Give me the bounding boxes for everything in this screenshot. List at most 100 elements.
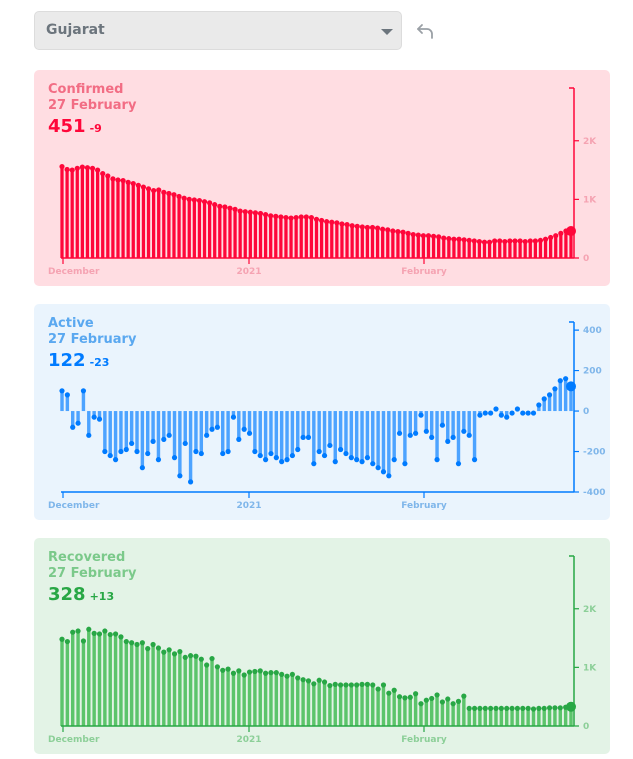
active-point xyxy=(102,448,108,455)
recovered-point xyxy=(391,687,397,693)
confirmed-x-tick-label: 2021 xyxy=(236,267,261,277)
confirmed-bar xyxy=(258,213,263,258)
recovered-bar xyxy=(306,680,311,726)
recovered-bar xyxy=(124,641,129,726)
confirmed-bar xyxy=(85,167,90,258)
confirmed-bar xyxy=(452,239,456,258)
active-point xyxy=(343,450,349,457)
active-bar xyxy=(103,411,107,452)
active-point xyxy=(429,434,435,440)
confirmed-point xyxy=(471,238,477,244)
confirmed-point xyxy=(359,224,365,230)
confirmed-bar xyxy=(314,219,319,258)
confirmed-bar xyxy=(319,220,324,258)
active-bar xyxy=(381,411,386,472)
active-bar xyxy=(317,411,321,452)
confirmed-point xyxy=(166,190,172,197)
confirmed-bar xyxy=(289,218,293,258)
active-point xyxy=(166,432,172,438)
state-select[interactable]: Gujarat xyxy=(34,11,402,50)
recovered-bar xyxy=(188,655,193,726)
confirmed-bar xyxy=(151,190,156,258)
recovered-bar xyxy=(178,651,182,726)
confirmed-point xyxy=(318,217,325,224)
confirmed-bar xyxy=(284,217,288,258)
active-bar xyxy=(569,386,573,412)
recovered-bar xyxy=(129,642,134,726)
recovered-bar xyxy=(558,707,562,726)
active-point xyxy=(107,452,113,459)
recovered-bar xyxy=(542,708,546,726)
confirmed-bar xyxy=(365,227,370,258)
confirmed-bar xyxy=(447,238,451,258)
active-bar xyxy=(135,411,139,452)
confirmed-bar xyxy=(487,242,492,258)
recovered-date: 27 February xyxy=(48,566,137,581)
active-point xyxy=(80,388,87,394)
recovered-point xyxy=(327,682,333,689)
recovered-point xyxy=(107,631,113,638)
recovered-bar xyxy=(210,658,214,726)
confirmed-bar xyxy=(538,240,543,258)
active-point xyxy=(230,414,237,420)
confirmed-point xyxy=(405,230,411,236)
recovered-point xyxy=(59,636,65,642)
state-select-value: Gujarat xyxy=(46,22,105,38)
active-delta: -23 xyxy=(89,356,110,369)
recovered-point xyxy=(450,701,456,707)
recovered-bar xyxy=(413,693,418,726)
confirmed-bar xyxy=(243,211,247,258)
confirmed-point xyxy=(145,186,152,192)
recovered-point xyxy=(246,669,253,675)
active-bar xyxy=(322,411,327,456)
confirmed-point xyxy=(339,221,345,227)
confirmed-point xyxy=(517,238,523,244)
confirmed-point xyxy=(380,226,386,232)
active-bar xyxy=(258,411,262,456)
active-point xyxy=(64,392,70,398)
confirmed-bar xyxy=(396,231,400,258)
recovered-point xyxy=(295,675,301,681)
active-bar xyxy=(253,411,257,452)
confirmed-chart-panel: December 2021 February 0 1K 2K Confirmed 27 F… xyxy=(34,70,610,286)
confirmed-bar xyxy=(218,206,222,258)
recovered-point xyxy=(536,705,542,712)
active-y-tick-label: 400 xyxy=(583,326,602,336)
reset-icon[interactable] xyxy=(414,20,436,42)
recovered-y-tick-label: 1K xyxy=(583,663,597,673)
recovered-point xyxy=(155,645,162,651)
active-bar xyxy=(440,411,445,426)
confirmed-point xyxy=(329,219,335,225)
recovered-bar xyxy=(360,684,364,726)
confirmed-bar xyxy=(96,170,100,258)
active-bar xyxy=(237,411,241,440)
recovered-bar xyxy=(274,672,279,726)
confirmed-point xyxy=(263,212,269,218)
confirmed-point xyxy=(232,206,238,212)
confirmed-point xyxy=(186,196,192,202)
active-point xyxy=(359,459,365,465)
active-bar xyxy=(247,411,252,434)
active-bar xyxy=(328,411,332,446)
active-point xyxy=(139,465,145,471)
active-point xyxy=(418,412,424,418)
active-bar xyxy=(333,411,337,462)
confirmed-point xyxy=(151,187,157,194)
recovered-bar xyxy=(472,708,477,726)
recovered-bar xyxy=(462,696,466,726)
confirmed-bar xyxy=(101,173,105,258)
recovered-point xyxy=(118,634,124,640)
active-bar xyxy=(542,398,546,412)
active-bar xyxy=(119,411,123,452)
recovered-bar xyxy=(242,675,246,726)
active-bar xyxy=(151,411,155,442)
active-point xyxy=(504,414,510,420)
recovered-point xyxy=(300,677,306,683)
confirmed-bar xyxy=(228,208,232,258)
recovered-x-tick-label: February xyxy=(401,735,447,745)
confirmed-point xyxy=(74,165,80,171)
recovered-point xyxy=(177,648,183,655)
active-bar xyxy=(558,380,562,412)
recovered-point xyxy=(241,672,247,678)
confirmed-bar xyxy=(111,178,115,258)
